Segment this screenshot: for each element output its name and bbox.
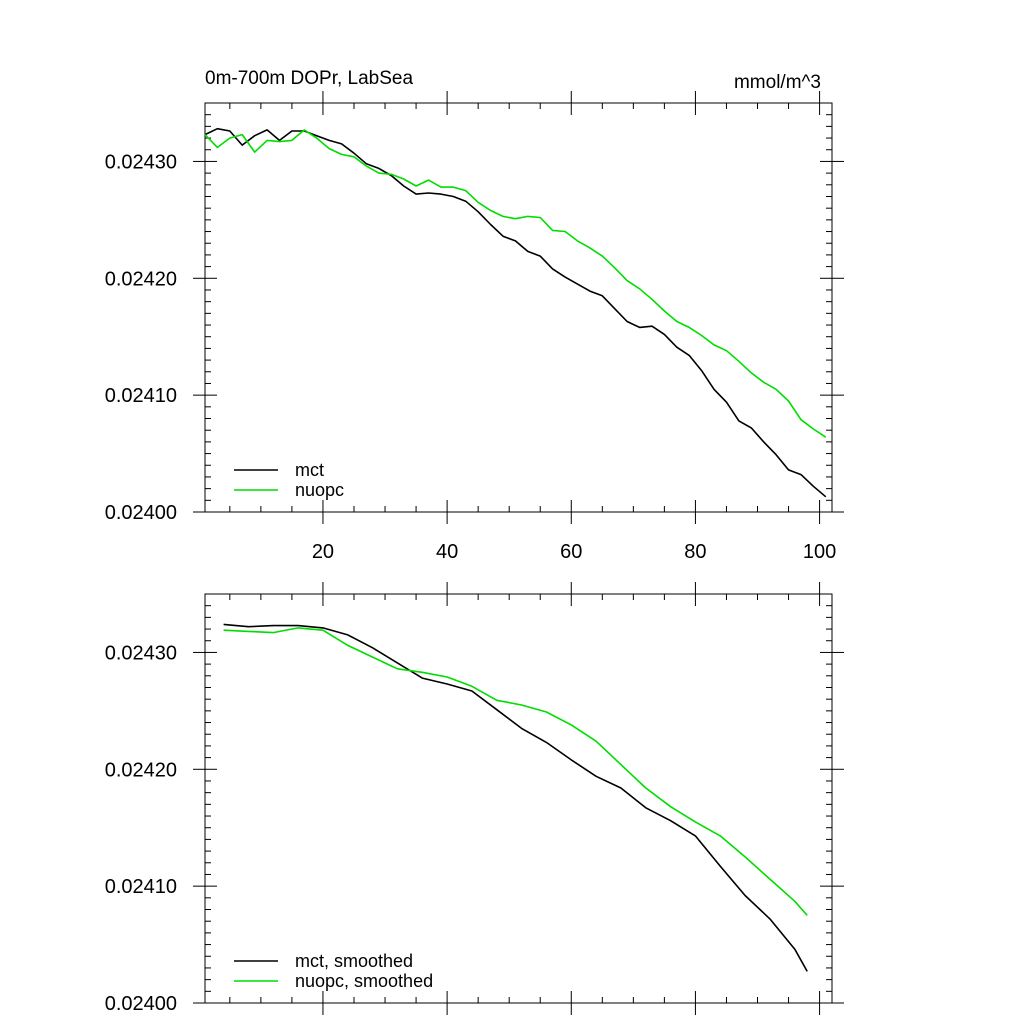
- bottom-ytick-label: 0.02420: [105, 759, 177, 781]
- top-ytick-label: 0.02420: [105, 268, 177, 290]
- top-chart-title: 0m-700m DOPr, LabSea: [205, 68, 413, 89]
- top-ytick-label: 0.02410: [105, 385, 177, 407]
- top-panel: 20 40 60 80 1000.024000.024100.024200.02430 …: [105, 68, 844, 563]
- top-tick-labels: 20 40 60 80 100 0.02400 0.02410 0.02420 0.02430: [105, 151, 837, 563]
- top-xtick-label: 40: [436, 541, 458, 563]
- bottom-axis-ticks: [193, 582, 844, 1015]
- bottom-series-line-mct: [223, 623, 808, 972]
- bottom-series-group: [223, 623, 808, 972]
- top-plot-frame: [204, 102, 833, 513]
- top-xtick-label: 100: [803, 541, 836, 563]
- top-series-line-nuopc: [204, 129, 827, 438]
- bottom-legend-label: mct, smoothed: [295, 951, 413, 971]
- bottom-tick-labels: 0.02400 0.02410 0.02420 0.02430: [105, 642, 177, 1015]
- bottom-plot-frame: [204, 593, 833, 1004]
- bottom-ytick-label: 0.02430: [105, 642, 177, 664]
- top-xtick-label: 60: [560, 541, 582, 563]
- bottom-panel: 0.02400 0.02410 0.02420 0.02430 mct, smooth…: [105, 582, 844, 1015]
- top-ytick-label: 0.02400: [105, 502, 177, 524]
- top-ytick-label: 0.02430: [105, 151, 177, 173]
- top-legend-label: nuopc: [295, 480, 344, 500]
- top-series-group: [204, 127, 827, 498]
- bottom-legend-label: nuopc, smoothed: [295, 971, 433, 991]
- bottom-ytick-label: 0.02410: [105, 876, 177, 898]
- bottom-ytick-label: 0.02400: [105, 993, 177, 1015]
- bottom-series-line-nuopc: [223, 627, 808, 916]
- top-chart-units: mmol/m^3: [734, 72, 821, 93]
- top-xtick-label: 20: [312, 541, 334, 563]
- top-axis-ticks: [193, 91, 844, 524]
- top-legend-label: mct: [295, 460, 324, 480]
- top-xtick-label: 80: [684, 541, 706, 563]
